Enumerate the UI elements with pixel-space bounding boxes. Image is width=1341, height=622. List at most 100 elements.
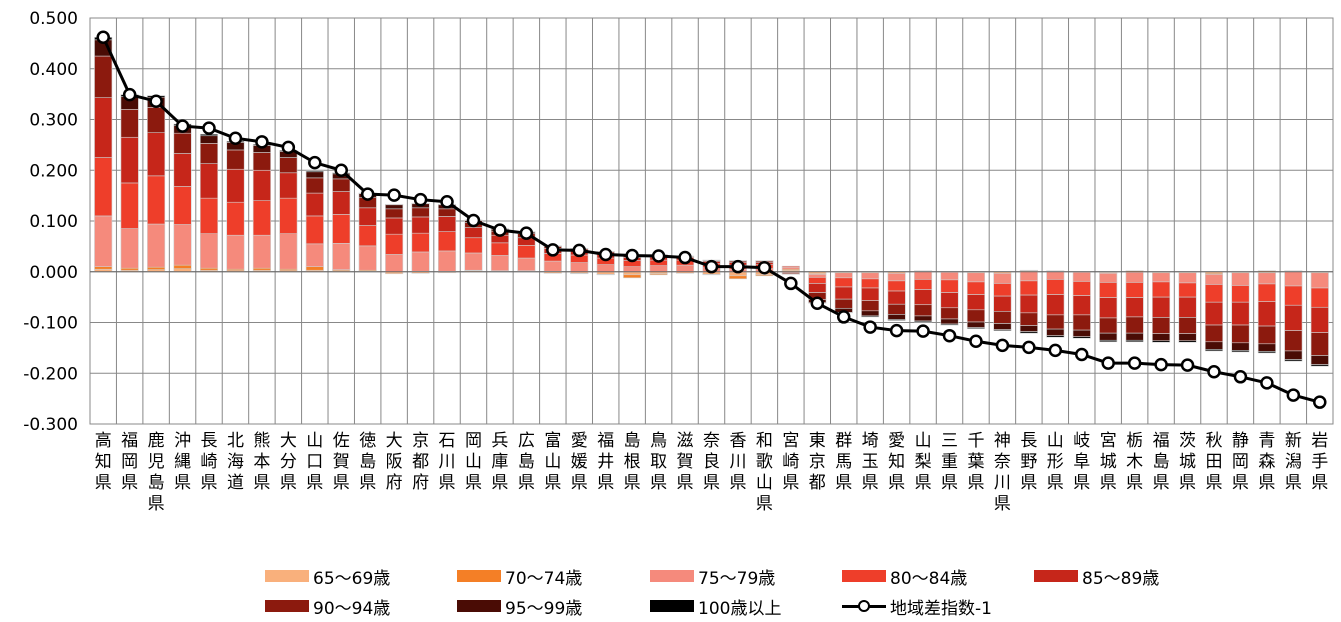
bar-segment <box>411 251 430 272</box>
bar-segment <box>1178 317 1197 334</box>
bar-segment <box>173 264 192 270</box>
bar-segment <box>1257 301 1276 327</box>
legend-label: 85～89歳 <box>1082 568 1160 589</box>
line-point <box>387 188 401 202</box>
line-point <box>493 223 507 237</box>
bar-segment <box>1231 350 1250 353</box>
y-tick-label: 0.000 <box>29 263 78 283</box>
x-tick-label: 大分県 <box>280 431 297 493</box>
bar-segment <box>808 273 827 278</box>
x-tick-label: 広島県 <box>518 431 535 493</box>
bar-segment <box>226 168 245 203</box>
bar-segment <box>1204 301 1224 326</box>
bar-segment <box>358 245 377 271</box>
bar-segment <box>147 266 166 271</box>
bar-segment <box>1257 325 1276 345</box>
bar-segment <box>438 216 457 232</box>
x-tick-label: 宮城県 <box>1100 431 1117 493</box>
bar-segment <box>1125 339 1144 343</box>
x-tick-label: 京都府 <box>412 431 429 493</box>
bar-segment <box>1152 272 1171 283</box>
y-tick-label: 0.400 <box>29 60 78 80</box>
bar-segment <box>1178 282 1197 298</box>
legend-swatch <box>650 600 694 612</box>
bar-segment <box>147 175 166 225</box>
bar-segment <box>385 217 404 235</box>
bar-segment <box>1178 296 1197 318</box>
x-tick-label: 千葉県 <box>967 431 984 493</box>
bar-segment <box>385 203 404 206</box>
bar-segment <box>887 319 906 321</box>
bar-segment <box>332 214 351 244</box>
bar-segment <box>120 136 139 184</box>
legend-label: 100歳以上 <box>698 598 782 619</box>
x-tick-label: 鹿児島県 <box>148 431 165 514</box>
bar-segment <box>570 272 589 275</box>
x-tick-label: 福岡県 <box>121 431 138 493</box>
bar-segment <box>887 272 906 282</box>
bar-segment <box>1046 270 1065 272</box>
bar-segment <box>1019 271 1038 282</box>
bar-segment <box>1046 335 1065 338</box>
bar-segment <box>966 281 985 295</box>
bar-segment <box>199 267 219 271</box>
legend-label: 95～99歳 <box>505 598 583 619</box>
bar-segment <box>199 197 219 234</box>
bar-segment <box>464 252 483 271</box>
bar-segment <box>966 309 985 323</box>
bar-segment <box>1310 364 1329 367</box>
chart-svg: 0.500 0.400 0.300 0.200 0.100 0.000 -0.100 -0.2… <box>23 9 1334 514</box>
x-tick-label: 徳島県 <box>359 431 376 493</box>
bar-segment <box>226 201 245 236</box>
bar-segment <box>147 223 166 268</box>
line-point <box>122 87 137 102</box>
legend-item: 65～69歳 <box>265 564 390 589</box>
bar-segment <box>914 315 933 322</box>
line-point <box>413 192 428 207</box>
bar-segment <box>649 273 668 276</box>
bar-segment <box>1152 317 1171 334</box>
bar-segment <box>1072 281 1091 296</box>
x-tick-label: 東京都 <box>809 431 826 493</box>
bar-segment <box>1019 294 1038 314</box>
bar-segment <box>94 266 113 270</box>
legend-item: 75～79歳 <box>650 564 775 589</box>
line-point <box>598 247 613 262</box>
y-tick-label: 0.100 <box>29 212 78 232</box>
bar-segment <box>332 191 351 215</box>
legend-item: 100歳以上 <box>650 594 782 619</box>
bar-segment <box>1099 297 1118 319</box>
x-tick-label: 静岡県 <box>1232 431 1249 493</box>
line-point <box>1154 357 1168 372</box>
bar-segment <box>147 107 166 133</box>
bar-segment <box>411 207 430 218</box>
line-point <box>96 30 110 45</box>
y-tick-label: 0.300 <box>29 111 78 131</box>
line-point <box>916 324 930 338</box>
bar-segment <box>173 153 192 187</box>
bar-segment <box>1099 272 1118 283</box>
bar-segment <box>702 273 721 276</box>
bar-segment <box>914 289 933 306</box>
bar-segment <box>781 265 800 268</box>
legend-item: 85～89歳 <box>1034 564 1160 589</box>
bar-segment <box>940 271 959 281</box>
bar-segment <box>252 267 271 271</box>
legend-swatch <box>457 570 501 582</box>
legend-item: 90～94歳 <box>265 594 390 619</box>
bar-segment <box>358 207 377 226</box>
bar-segment <box>1152 340 1171 343</box>
legend-swatch <box>842 570 886 582</box>
bar-segment <box>1046 314 1065 330</box>
bar-segment <box>1099 282 1118 298</box>
y-tick-label: 0.500 <box>29 9 78 29</box>
bar-segment <box>226 234 245 270</box>
bar-segment <box>490 255 509 272</box>
bar-segment <box>887 280 906 292</box>
bar-segment <box>464 237 483 254</box>
bar-segment <box>1046 328 1065 336</box>
line-point <box>863 320 877 334</box>
bar-segment <box>305 171 324 179</box>
x-tick-label: 島根県 <box>624 431 641 493</box>
bar-segment <box>1231 301 1250 326</box>
